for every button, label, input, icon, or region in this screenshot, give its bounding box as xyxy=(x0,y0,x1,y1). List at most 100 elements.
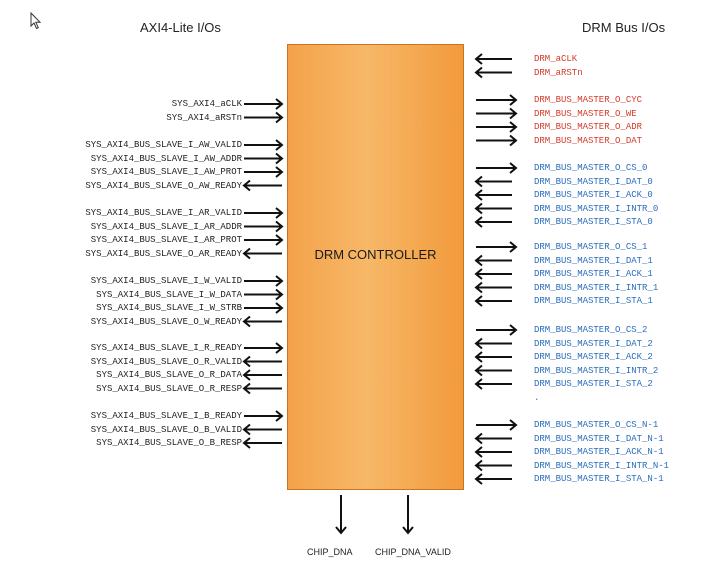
signal-arrow xyxy=(242,437,282,449)
signal-arrow xyxy=(242,315,282,328)
signal-label: SYS_AXI4_BUS_SLAVE_I_W_DATA xyxy=(96,289,242,300)
signal-label: SYS_AXI4_BUS_SLAVE_O_B_VALID xyxy=(90,424,242,435)
signal-label: DRM_BUS_MASTER_I_ACK_1 xyxy=(534,269,653,279)
signal-label: DRM_BUS_MASTER_I_INTR_1 xyxy=(534,282,659,293)
signal-label: DRM_BUS_MASTER_I_ACK_N-1 xyxy=(534,447,664,457)
signal-label: SYS_AXI4_BUS_SLAVE_I_W_VALID xyxy=(90,276,242,286)
signal-arrow xyxy=(474,446,512,458)
signal-arrow xyxy=(476,419,518,431)
signal-arrow xyxy=(474,364,512,377)
signal-arrow xyxy=(242,355,282,368)
signal-arrow xyxy=(242,247,282,260)
signal-arrow xyxy=(474,202,512,215)
signal-arrow xyxy=(242,369,282,381)
signal-label: SYS_AXI4_aRSTn xyxy=(166,112,242,123)
signal-label: . xyxy=(534,392,540,403)
signal-label: DRM_BUS_MASTER_O_ADR xyxy=(534,122,643,132)
signal-arrow xyxy=(474,175,512,188)
signal-arrow xyxy=(242,423,282,436)
signal-label: DRM_BUS_MASTER_O_DAT xyxy=(534,135,643,146)
signal-arrow xyxy=(242,382,282,395)
mouse-cursor-icon xyxy=(30,12,42,30)
signal-label: SYS_AXI4_BUS_SLAVE_I_AW_PROT xyxy=(90,167,242,177)
signal-label: DRM_BUS_MASTER_I_ACK_2 xyxy=(534,352,653,362)
signal-label: SYS_AXI4_aCLK xyxy=(171,99,242,109)
signal-arrow xyxy=(474,473,512,485)
block-label: DRM CONTROLLER xyxy=(314,247,437,262)
right-header: DRM Bus I/Os xyxy=(582,20,666,35)
signal-arrow xyxy=(244,98,284,110)
signal-label: CHIP_DNA xyxy=(307,547,353,557)
signal-arrow xyxy=(244,166,284,178)
signal-label: DRM_BUS_MASTER_I_STA_2 xyxy=(534,379,653,389)
signal-arrow xyxy=(476,94,518,106)
signal-arrow xyxy=(244,207,284,219)
signal-label: DRM_BUS_MASTER_I_STA_0 xyxy=(534,217,653,227)
signal-label: DRM_BUS_MASTER_I_STA_1 xyxy=(534,296,653,306)
signal-arrow xyxy=(476,107,518,120)
signal-arrow xyxy=(474,295,512,307)
signal-arrow xyxy=(244,275,284,287)
signal-label: DRM_BUS_MASTER_O_CS_N-1 xyxy=(534,420,659,430)
signal-label: CHIP_DNA_VALID xyxy=(375,547,451,557)
signal-label: SYS_AXI4_BUS_SLAVE_O_B_RESP xyxy=(96,438,242,448)
signal-label: SYS_AXI4_BUS_SLAVE_I_AR_PROT xyxy=(90,235,242,245)
signal-label: DRM_BUS_MASTER_I_INTR_0 xyxy=(534,203,659,214)
signal-arrow xyxy=(335,495,347,535)
signal-label: DRM_BUS_MASTER_O_CS_2 xyxy=(534,325,648,335)
signal-label: DRM_BUS_MASTER_I_DAT_2 xyxy=(534,338,653,349)
signal-arrow xyxy=(474,254,512,267)
signal-arrow xyxy=(474,66,512,79)
signal-arrow xyxy=(244,342,284,354)
signal-label: SYS_AXI4_BUS_SLAVE_O_W_READY xyxy=(90,316,242,327)
signal-arrow xyxy=(474,53,512,65)
signal-label: SYS_AXI4_BUS_SLAVE_I_AR_ADDR xyxy=(90,221,242,232)
signal-arrow xyxy=(244,152,284,165)
signal-arrow xyxy=(476,241,518,253)
signal-label: DRM_BUS_MASTER_I_DAT_N-1 xyxy=(534,433,664,444)
signal-arrow xyxy=(476,162,518,174)
signal-arrow xyxy=(402,495,414,535)
signal-label: DRM_BUS_MASTER_I_DAT_1 xyxy=(534,255,653,266)
signal-label: DRM_BUS_MASTER_I_INTR_2 xyxy=(534,365,659,376)
signal-arrow xyxy=(474,337,512,350)
signal-label: DRM_BUS_MASTER_O_CYC xyxy=(534,95,643,105)
signal-arrow xyxy=(244,111,284,124)
signal-arrow xyxy=(242,179,282,192)
signal-arrow xyxy=(474,378,512,390)
signal-arrow xyxy=(474,351,512,363)
signal-label: DRM_BUS_MASTER_I_STA_N-1 xyxy=(534,474,664,484)
signal-arrow xyxy=(244,139,284,151)
drm-controller-block: DRM CONTROLLER xyxy=(287,44,464,490)
signal-label: SYS_AXI4_BUS_SLAVE_I_AW_ADDR xyxy=(90,153,242,164)
signal-arrow xyxy=(474,459,512,472)
signal-arrow xyxy=(476,134,518,147)
signal-label: SYS_AXI4_BUS_SLAVE_I_AW_VALID xyxy=(85,140,242,150)
signal-label: DRM_BUS_MASTER_O_WE xyxy=(534,108,637,119)
signal-label: SYS_AXI4_BUS_SLAVE_O_AW_READY xyxy=(85,180,242,191)
signal-arrow xyxy=(474,281,512,294)
left-header: AXI4-Lite I/Os xyxy=(140,20,221,35)
signal-label: DRM_BUS_MASTER_I_INTR_N-1 xyxy=(534,460,670,471)
signal-label: SYS_AXI4_BUS_SLAVE_O_R_RESP xyxy=(96,383,242,394)
signal-arrow xyxy=(474,216,512,228)
signal-arrow xyxy=(244,302,284,314)
signal-label: DRM_aCLK xyxy=(534,54,578,64)
signal-label: DRM_BUS_MASTER_I_DAT_0 xyxy=(534,176,653,187)
signal-arrow xyxy=(244,220,284,233)
signal-arrow xyxy=(474,189,512,201)
signal-label: DRM_BUS_MASTER_O_CS_1 xyxy=(534,242,648,252)
signal-label: SYS_AXI4_BUS_SLAVE_O_R_VALID xyxy=(90,356,242,367)
signal-label: SYS_AXI4_BUS_SLAVE_O_R_DATA xyxy=(96,370,242,380)
signal-label: DRM_aRSTn xyxy=(534,67,583,78)
signal-arrow xyxy=(244,288,284,301)
signal-arrow xyxy=(476,121,518,133)
signal-label: DRM_BUS_MASTER_I_ACK_0 xyxy=(534,190,653,200)
signal-arrow xyxy=(476,324,518,336)
signal-label: SYS_AXI4_BUS_SLAVE_I_AR_VALID xyxy=(85,208,242,218)
signal-label: SYS_AXI4_BUS_SLAVE_O_AR_READY xyxy=(85,248,242,259)
signal-label: DRM_BUS_MASTER_O_CS_0 xyxy=(534,163,648,173)
signal-arrow xyxy=(244,234,284,246)
